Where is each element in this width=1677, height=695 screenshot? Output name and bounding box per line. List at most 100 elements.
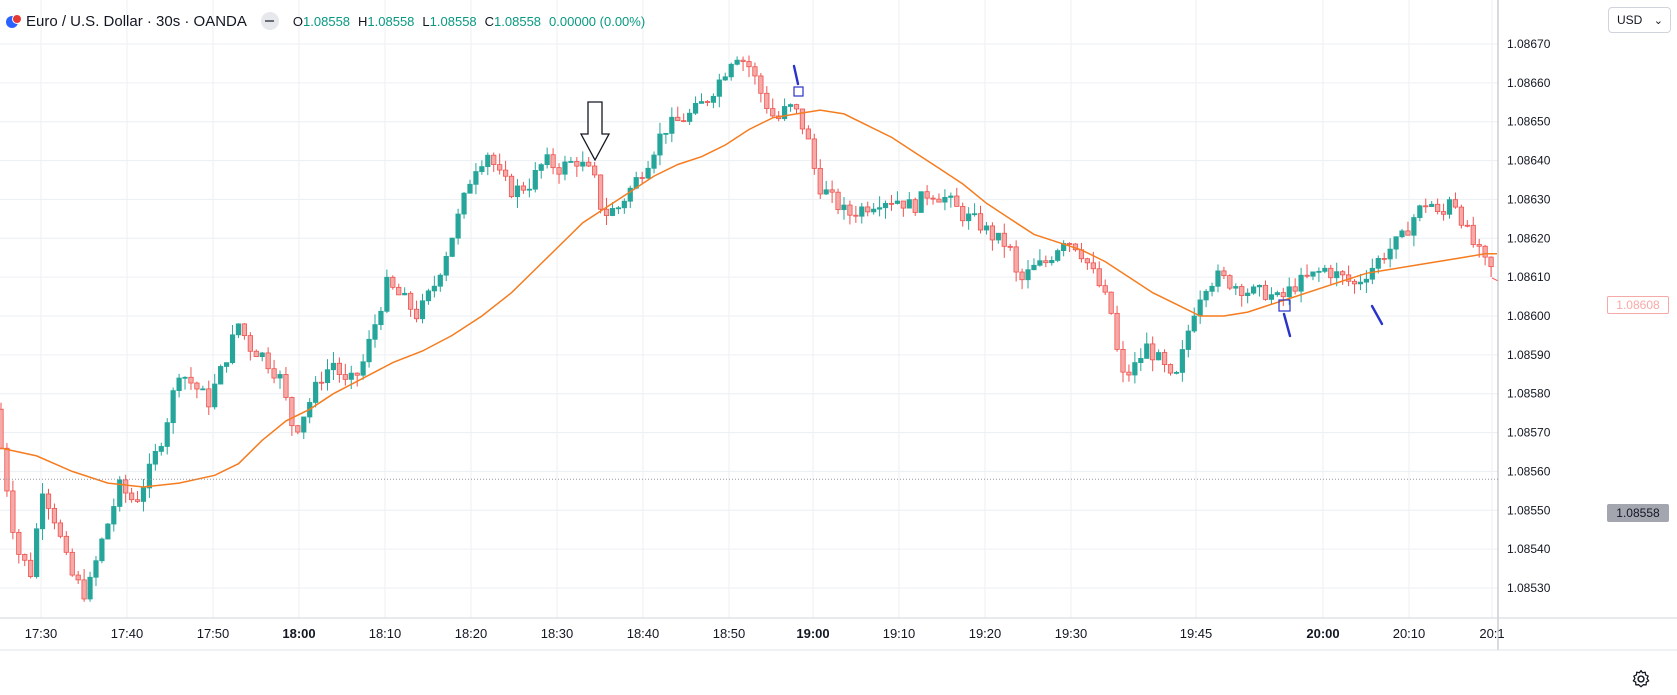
collapse-legend-button[interactable] — [260, 12, 279, 30]
candle-body — [1055, 250, 1061, 261]
x-tick-label: 20:1 — [1479, 626, 1504, 641]
candle-body — [1102, 285, 1108, 293]
candle-body — [586, 161, 592, 167]
candle-body — [734, 59, 740, 65]
candle-series — [0, 55, 1494, 602]
x-tick-label: 18:40 — [627, 626, 660, 641]
currency-selector[interactable]: USD ⌄ — [1608, 7, 1671, 33]
candle-body — [1019, 271, 1025, 281]
candle-body — [123, 479, 129, 494]
red-price-marker — [1491, 277, 1499, 282]
candle-body — [995, 232, 1001, 241]
candle-body — [200, 388, 206, 391]
candle-body — [871, 208, 877, 213]
candle-body — [301, 416, 307, 433]
candle-body — [479, 166, 485, 172]
candle-body — [1452, 199, 1459, 208]
x-tick-label: 18:50 — [713, 626, 746, 641]
candle-body — [770, 108, 776, 117]
candle-body — [354, 372, 360, 376]
candle-body — [134, 499, 141, 502]
candle-body — [764, 92, 770, 109]
candle-body — [176, 377, 182, 392]
candle-body — [1215, 270, 1221, 287]
candle-body — [1251, 286, 1257, 294]
candle-body — [1132, 362, 1138, 376]
candle-body — [1197, 299, 1203, 317]
candle-body — [669, 116, 675, 134]
candle-body — [1256, 284, 1263, 288]
candle-body — [728, 63, 734, 78]
candle-body — [1150, 343, 1156, 361]
y-tick-label: 1.08650 — [1507, 115, 1551, 129]
candle-body — [687, 112, 693, 122]
candle-body — [81, 579, 87, 600]
candle-body — [22, 554, 28, 561]
candle-body — [206, 388, 212, 408]
candle-body — [1316, 270, 1322, 273]
candle-body — [45, 493, 52, 509]
candle-body — [1351, 280, 1358, 285]
candle-body — [609, 208, 616, 216]
symbol-title[interactable]: Euro / U.S. Dollar · 30s · OANDA — [26, 12, 247, 30]
candle-body — [348, 372, 354, 380]
candle-body — [782, 106, 788, 120]
candle-body — [1304, 274, 1310, 277]
candle-body — [983, 225, 990, 231]
candle-body — [597, 174, 604, 210]
candle-body — [408, 292, 414, 310]
candle-body — [1191, 315, 1197, 332]
candle-body — [223, 362, 230, 367]
candle-body — [645, 167, 651, 179]
currency-label: USD — [1617, 13, 1643, 27]
candle-body — [129, 492, 135, 501]
candle-body — [1435, 203, 1441, 213]
candle-body — [1286, 286, 1292, 298]
candle-body — [491, 154, 497, 165]
close-label: C — [484, 13, 495, 29]
candle-body — [1066, 243, 1073, 245]
candle-body — [241, 323, 247, 337]
candle-body — [425, 290, 432, 302]
y-tick-label: 1.08580 — [1507, 387, 1551, 401]
candle-body — [313, 381, 319, 403]
candle-body — [164, 422, 170, 447]
candle-body — [1470, 224, 1476, 245]
y-tick-label: 1.08600 — [1507, 309, 1551, 323]
candle-body — [615, 207, 621, 210]
last-price-label: 1.08558 — [1607, 504, 1669, 522]
candle-body — [324, 369, 331, 384]
candle-body — [1013, 246, 1019, 273]
candle-body — [639, 177, 645, 179]
candle-body — [716, 79, 722, 97]
candle-body — [550, 154, 556, 169]
candle-body — [1037, 260, 1043, 266]
candle-body — [1488, 256, 1494, 268]
candle-body — [431, 285, 437, 292]
candle-body — [1298, 274, 1304, 292]
candle-body — [1227, 275, 1233, 289]
candle-body — [419, 300, 426, 320]
square-marker — [1278, 299, 1291, 312]
candle-body — [1031, 264, 1037, 271]
candle-body — [1357, 281, 1364, 285]
y-tick-label: 1.08530 — [1507, 581, 1551, 595]
x-tick-label: 18:30 — [541, 626, 574, 641]
candle-body — [1108, 291, 1114, 314]
chevron-down-icon: ⌄ — [1653, 15, 1663, 27]
candle-body — [4, 447, 10, 492]
candle-body — [948, 195, 954, 198]
high-value: 1.08558 — [367, 13, 415, 29]
candle-body — [1387, 248, 1393, 260]
square-marker — [793, 86, 804, 97]
candle-body — [1120, 348, 1126, 373]
candle-body — [93, 560, 99, 578]
y-tick-label: 1.08550 — [1507, 503, 1551, 517]
candle-body — [51, 508, 58, 524]
candle-body — [360, 361, 366, 376]
gear-icon[interactable] — [1630, 668, 1652, 690]
candle-body — [247, 335, 253, 352]
candle-body — [526, 188, 532, 191]
candle-body — [924, 191, 930, 199]
